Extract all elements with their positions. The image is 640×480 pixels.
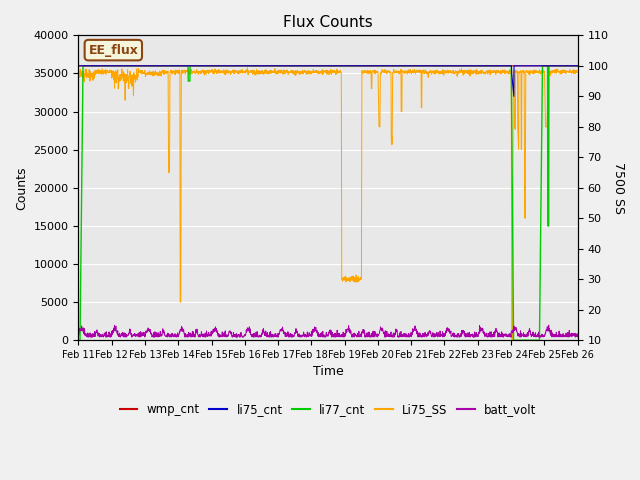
Title: Flux Counts: Flux Counts xyxy=(283,15,373,30)
Legend: wmp_cnt, li75_cnt, li77_cnt, Li75_SS, batt_volt: wmp_cnt, li75_cnt, li77_cnt, Li75_SS, ba… xyxy=(115,398,541,420)
Y-axis label: 7500 SS: 7500 SS xyxy=(612,162,625,214)
Text: EE_flux: EE_flux xyxy=(88,44,138,57)
Y-axis label: Counts: Counts xyxy=(15,166,28,210)
X-axis label: Time: Time xyxy=(312,365,344,379)
